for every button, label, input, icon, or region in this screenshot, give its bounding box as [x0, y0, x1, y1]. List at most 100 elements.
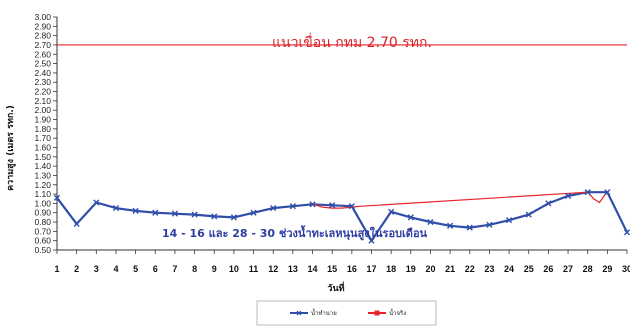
predicted-point — [309, 201, 316, 208]
x-tick-label: 4 — [113, 264, 118, 274]
y-tick-label: 0.60 — [34, 236, 51, 246]
x-tick-label: 10 — [229, 264, 239, 274]
y-tick-label: 0.50 — [34, 245, 51, 255]
y-tick-label: 1.40 — [34, 161, 51, 171]
x-tick-label: 16 — [347, 264, 357, 274]
x-tick-label: 26 — [543, 264, 553, 274]
predicted-point — [132, 207, 139, 214]
y-tick-label: 1.20 — [34, 180, 51, 190]
predicted-point — [505, 217, 513, 224]
x-tick-label: 30 — [622, 264, 630, 274]
predicted-point — [447, 222, 454, 229]
predicted-point — [329, 202, 336, 209]
annotations: 14 - 16 และ 28 - 30 ช่วงน้ำทะเลหนุนสูงใน… — [162, 225, 428, 241]
y-axis: 0.500.600.700.800.901.001.101.201.301.40… — [34, 12, 58, 255]
predicted-point — [171, 210, 179, 217]
predicted-point — [388, 208, 395, 215]
x-tick-label: 17 — [366, 264, 376, 274]
y-tick-label: 2.30 — [34, 77, 51, 87]
actual-level-line — [312, 191, 606, 209]
predicted-point — [289, 203, 296, 210]
x-tick-label: 29 — [602, 264, 612, 274]
x-tick-label: 23 — [484, 264, 494, 274]
predicted-point — [191, 211, 198, 218]
predicted-point — [73, 220, 80, 227]
y-tick-label: 0.80 — [34, 217, 51, 227]
predicted-point — [53, 194, 61, 201]
x-tick-label: 11 — [249, 264, 259, 274]
x-tick-label: 5 — [133, 264, 138, 274]
x-tick-label: 20 — [425, 264, 435, 274]
x-tick-label: 6 — [153, 264, 158, 274]
y-tick-label: 2.10 — [34, 96, 51, 106]
predicted-level-line — [56, 191, 628, 242]
x-tick-label: 3 — [94, 264, 99, 274]
y-tick-label: 0.90 — [34, 208, 51, 218]
predicted-point — [623, 229, 630, 236]
y-tick-label: 0.70 — [34, 226, 51, 236]
legend-marker — [296, 310, 302, 316]
predicted-point — [584, 189, 591, 196]
x-tick-label: 12 — [268, 264, 278, 274]
predicted-point — [564, 192, 572, 200]
x-tick-label: 21 — [445, 264, 455, 274]
legend-label: น้ำทำนาย — [311, 307, 337, 317]
dike-level-label: แนวเขื่อน กทม 2.70 รทก. — [272, 33, 432, 51]
legend: น้ำทำนาย น้ำจริง — [256, 300, 437, 326]
x-axis: 1 2 3 4 5 6 7 8 9 10 11 12 13 14 15 16 17 18 19 20 21 22 23 24 2… — [54, 249, 630, 274]
legend-box — [256, 300, 437, 326]
x-tick-label: 9 — [212, 264, 217, 274]
x-tick-label: 15 — [327, 264, 337, 274]
predicted-point — [152, 209, 159, 216]
y-tick-label: 2.00 — [34, 105, 51, 115]
predicted-point — [486, 221, 493, 228]
x-tick-label: 24 — [504, 264, 514, 274]
predicted-point — [93, 199, 100, 206]
predicted-point — [112, 204, 120, 212]
x-tick-label: 7 — [172, 264, 177, 274]
x-tick-label: 27 — [563, 264, 573, 274]
predicted-point — [407, 214, 414, 221]
y-tick-label: 1.00 — [34, 198, 51, 208]
high-tide-note: 14 - 16 และ 28 - 30 ช่วงน้ำทะเลหนุนสูงใน… — [162, 225, 428, 241]
reference-lines: แนวเขื่อน กทม 2.70 รทก. — [57, 33, 627, 51]
y-tick-label: 1.10 — [34, 189, 51, 199]
x-tick-label: 1 — [54, 264, 59, 274]
y-tick-label: 2.50 — [34, 59, 51, 69]
y-tick-label: 2.40 — [34, 68, 51, 78]
y-tick-label: 1.30 — [34, 170, 51, 180]
x-tick-label: 8 — [192, 264, 197, 274]
y-tick-label: 3.00 — [34, 12, 51, 22]
predicted-point — [545, 200, 552, 207]
y-tick-label: 1.50 — [34, 152, 51, 162]
x-tick-label: 18 — [386, 264, 396, 274]
x-tick-label: 19 — [406, 264, 416, 274]
y-tick-label: 1.90 — [34, 115, 51, 125]
x-tick-label: 14 — [308, 264, 318, 274]
series-markers — [53, 189, 630, 244]
x-tick-label: 25 — [524, 264, 534, 274]
legend-marker — [374, 310, 380, 316]
x-tick-label: 22 — [465, 264, 475, 274]
predicted-point — [348, 203, 355, 210]
predicted-point — [230, 214, 237, 221]
y-tick-label: 2.60 — [34, 49, 51, 59]
predicted-point — [368, 237, 375, 244]
series-lines — [56, 191, 628, 242]
y-tick-label: 1.70 — [34, 133, 51, 143]
predicted-point — [525, 211, 532, 218]
predicted-point — [250, 209, 257, 216]
predicted-point — [270, 204, 277, 212]
y-axis-title: ความสูง (เมตร รทก.) — [6, 105, 16, 191]
y-tick-label: 1.60 — [34, 142, 51, 152]
x-tick-label: 2 — [74, 264, 79, 274]
y-tick-label: 2.20 — [34, 87, 51, 97]
predicted-point — [211, 213, 218, 220]
legend-label: น้ำจริง — [389, 307, 406, 317]
y-tick-label: 2.90 — [34, 21, 51, 31]
y-tick-label: 2.70 — [34, 40, 51, 50]
predicted-point — [466, 224, 473, 231]
predicted-point — [427, 218, 434, 226]
x-axis-title: วันที่ — [327, 281, 344, 294]
